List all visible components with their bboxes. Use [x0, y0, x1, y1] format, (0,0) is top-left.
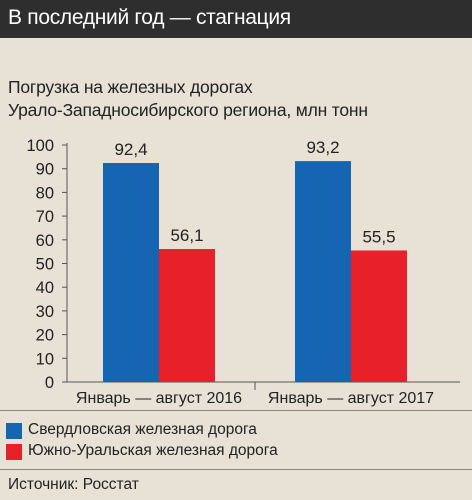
chart-title-line-1: Погрузка на железных дорогах	[8, 77, 253, 97]
category-label-1: Январь — август 2017	[268, 390, 434, 407]
y-tick-label-20: 20	[36, 327, 54, 345]
header-bar: В последний год — стагнация	[0, 0, 472, 38]
chart-title-line-2: Урало-Западносибирского региона, млн тон…	[8, 100, 368, 120]
y-tick-label-30: 30	[36, 303, 54, 321]
y-tick-label-70: 70	[36, 208, 54, 226]
y-tick-label-0: 0	[45, 374, 54, 392]
y-tick-label-90: 90	[36, 161, 54, 179]
bar-south-ural-1	[351, 250, 407, 382]
y-tick-label-40: 40	[36, 279, 54, 297]
category-label-0: Январь — август 2016	[76, 390, 242, 407]
bar-chart: 0 10 20 30 40 50 60 70 80 90 100 92,4 56,1 Январь — а…	[26, 137, 460, 407]
legend-swatch-sverdlovsk	[6, 423, 22, 439]
data-label-sverdlovsk-1: 93,2	[306, 138, 339, 157]
y-tick-label-100: 100	[26, 137, 54, 155]
y-tick-label-10: 10	[36, 350, 54, 368]
bar-sverdlovsk-1	[295, 161, 351, 382]
legend-divider-top	[0, 410, 472, 411]
data-label-sverdlovsk-0: 92,4	[114, 140, 147, 159]
legend-swatch-south-ural	[6, 444, 22, 460]
chart-title: Погрузка на железных дорогах Урало-Запад…	[8, 76, 368, 122]
bar-sverdlovsk-0	[103, 163, 159, 382]
bar-south-ural-0	[159, 249, 215, 382]
source-divider	[0, 469, 472, 470]
header-title: В последний год — стагнация	[8, 6, 291, 29]
y-tick-label-50: 50	[36, 256, 54, 274]
source-note: Источник: Росстат	[8, 476, 139, 493]
legend-label-south-ural: Южно-Уральская железная дорога	[28, 442, 278, 459]
legend-label-sverdlovsk: Свердловская железная дорога	[28, 421, 257, 438]
y-tick-label-80: 80	[36, 184, 54, 202]
data-label-south-ural-0: 56,1	[170, 226, 203, 245]
data-label-south-ural-1: 55,5	[362, 227, 395, 246]
y-tick-label-60: 60	[36, 232, 54, 250]
